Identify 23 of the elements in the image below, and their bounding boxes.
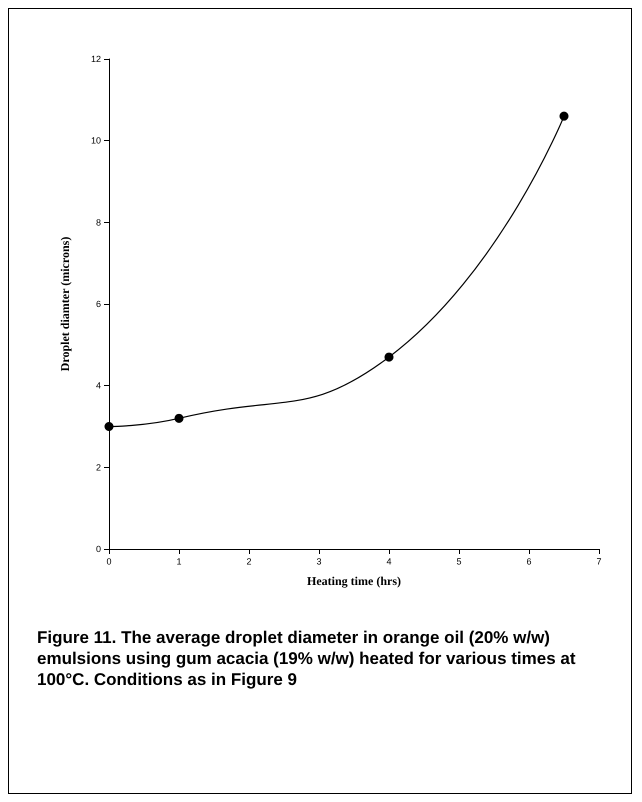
y-tick-label: 4 [96,380,101,391]
y-axis-title: Droplet diamter (microns) [58,236,72,372]
page-frame: Droplet diamter (microns) Heating time (hrs) 0 2 4 6 8 10 12 0 1 2 3 4 5 6 7 Figure 11. The average droplet diameter in orange oil (20% w/w) emulsions using gum acacia (19% w/w) heated for various times at 100°C. Conditions as in Figure 9 [8,8,632,794]
x-tick-label: 7 [596,556,602,566]
point [174,414,184,423]
y-tick-label: 2 [96,462,101,472]
x-tick-label: 5 [456,556,462,566]
y-tick-label: 6 [96,299,101,309]
x-tick-label: 0 [106,556,112,566]
point [104,422,114,431]
x-tick-label: 2 [246,556,252,566]
point [384,352,394,362]
point [560,112,568,121]
y-tick-label: 12 [90,54,101,64]
caption: Figure 11. The average droplet diameter in orange oil (20% w/w) emulsions using gum acacia (19% w/w) heated for various times at 100°C. Conditions as in Figure 9 [37,627,576,690]
x-tick-label: 4 [386,556,392,566]
x-axis-title: Heating time (hrs) [307,574,401,588]
x-tick-label: 6 [526,556,532,566]
y-tick-label: 0 [96,544,101,554]
x-tick-label: 1 [176,556,182,566]
y-tick-label: 10 [90,136,101,146]
y-tick-label: 8 [96,217,101,228]
x-tick-label: 3 [316,556,322,566]
